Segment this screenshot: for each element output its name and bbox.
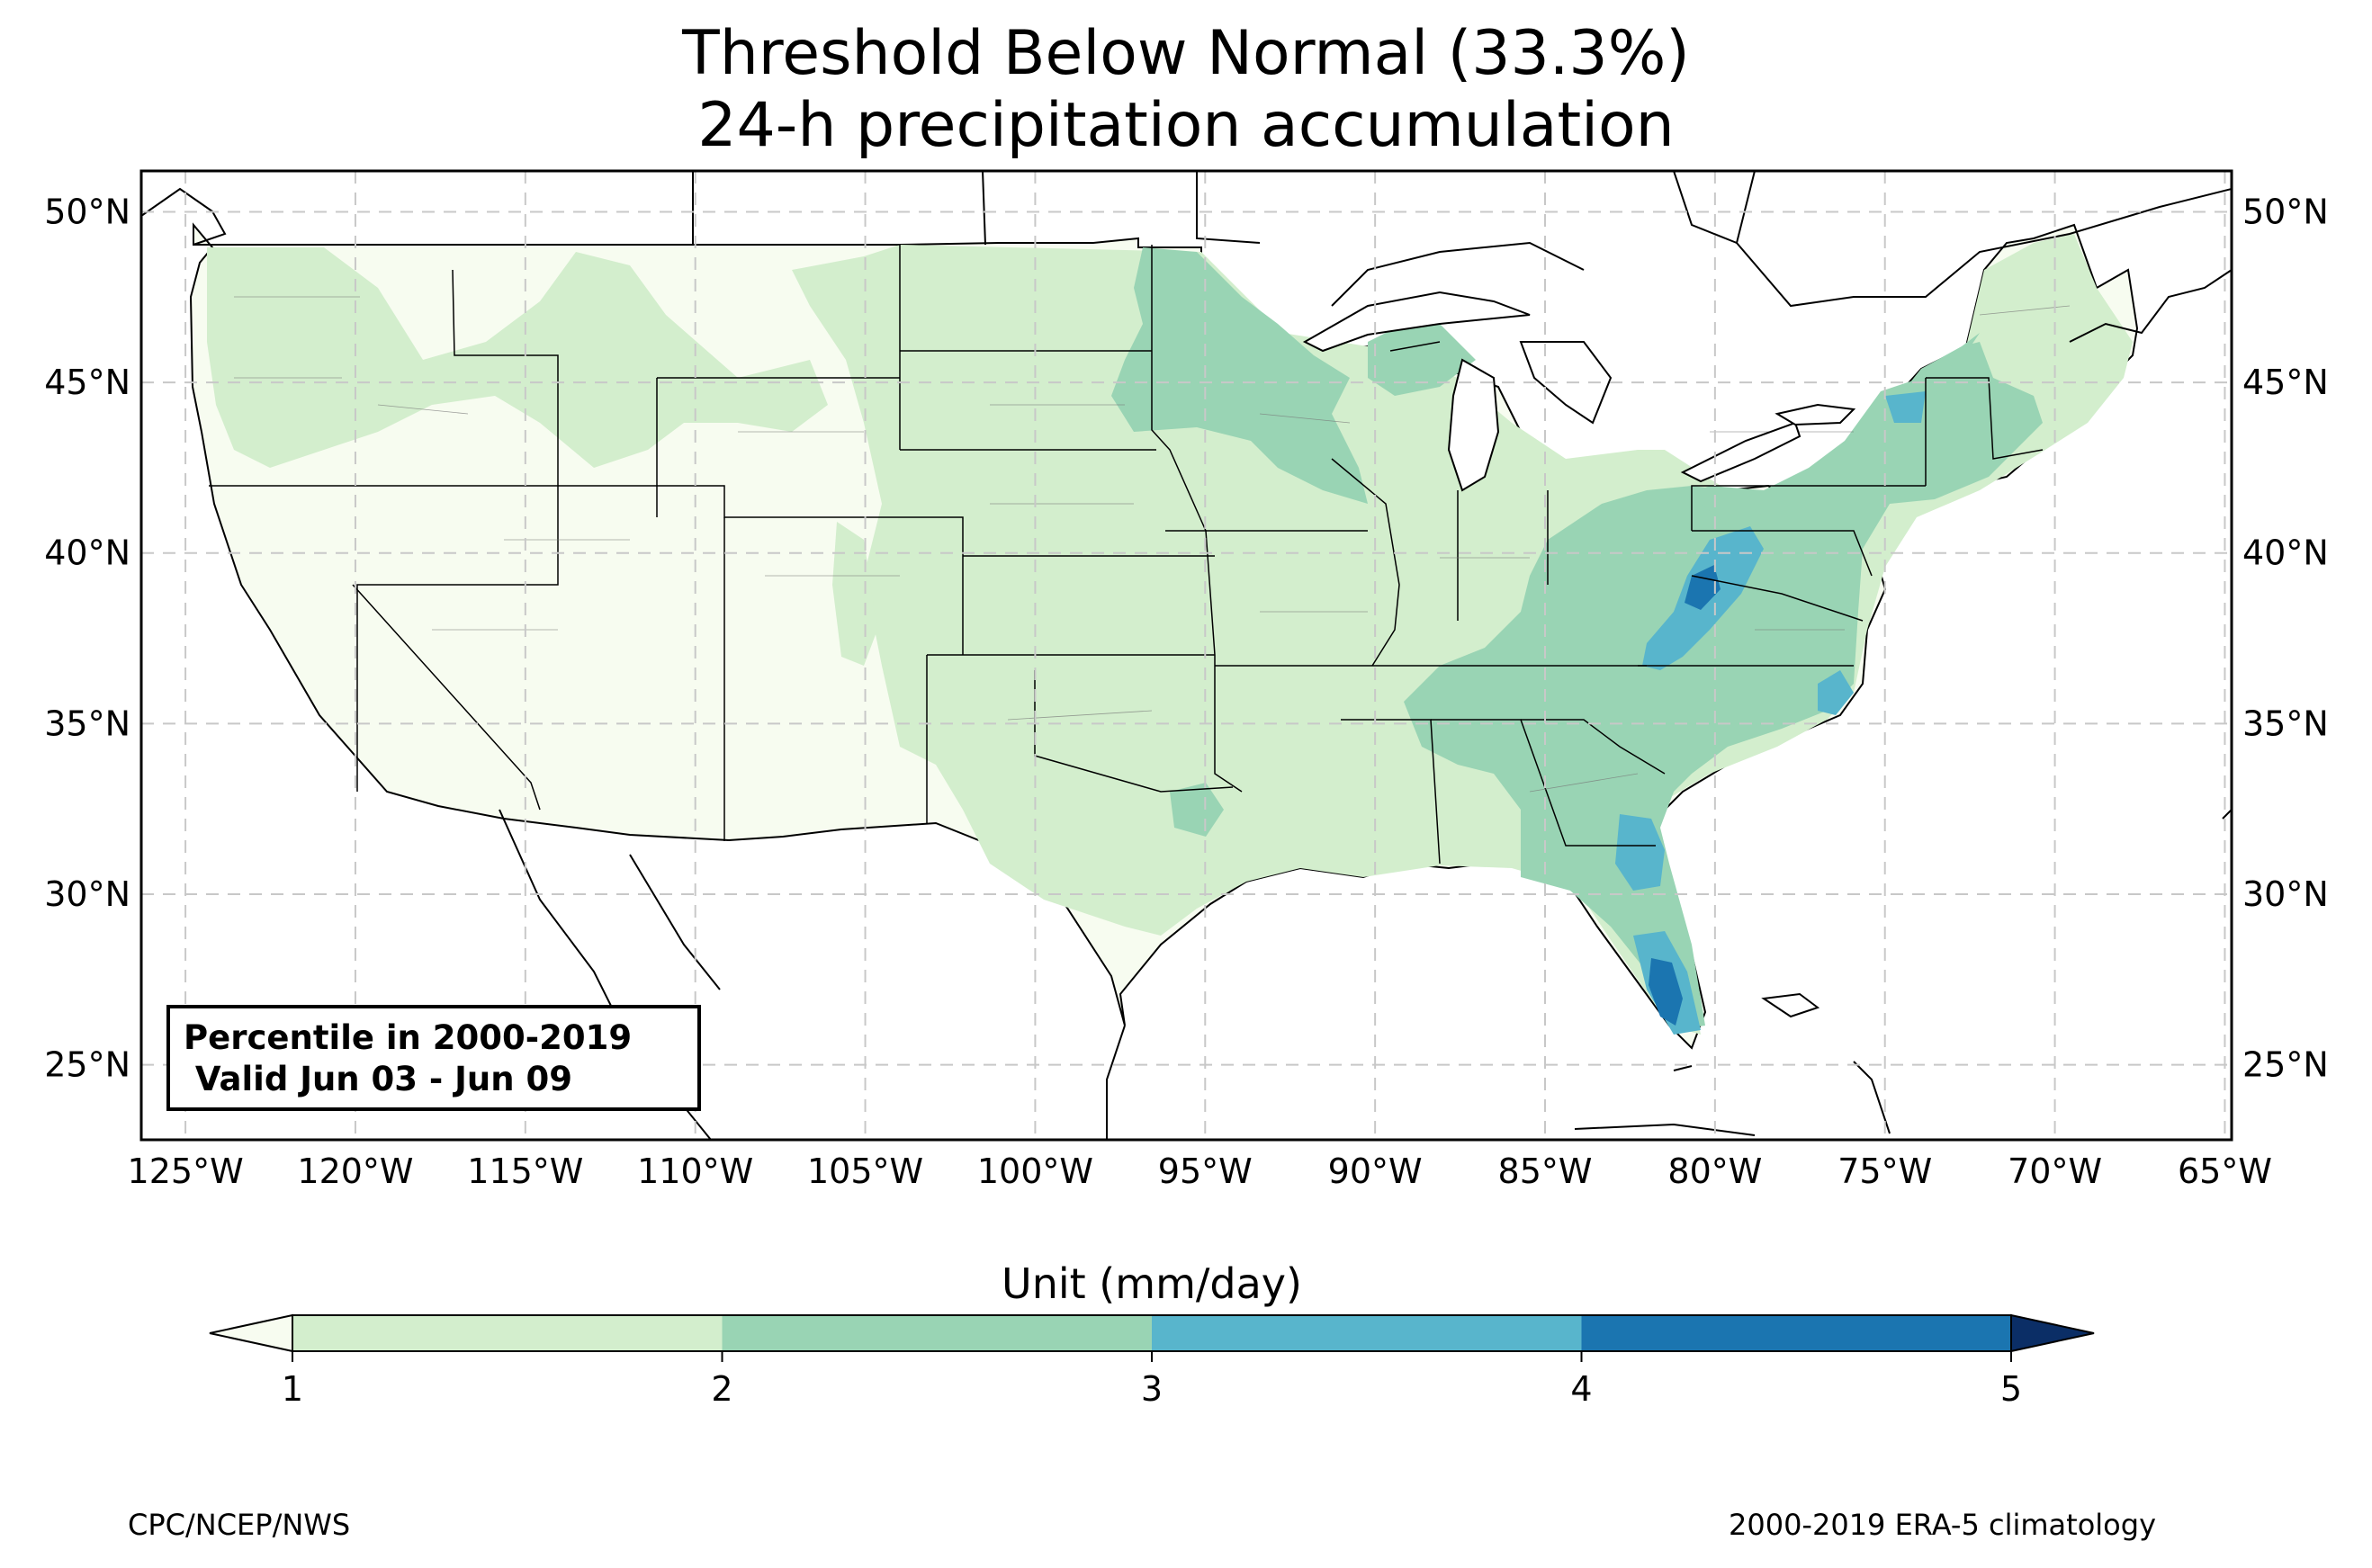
colorbar-segment xyxy=(1152,1315,1582,1351)
footer-climatology: 2000-2019 ERA-5 climatology xyxy=(1728,1508,2156,1542)
map-gridlines xyxy=(141,171,2232,1140)
colorbar-segment xyxy=(292,1315,723,1351)
lon-tick-label: 80°W xyxy=(1667,1151,1762,1191)
lat-tick-label: 40°N xyxy=(2242,533,2329,573)
lon-tick-label: 105°W xyxy=(807,1151,923,1191)
colorbar-tick-label: 1 xyxy=(282,1369,303,1409)
colorbar-tick-label: 4 xyxy=(1570,1369,1592,1409)
colorbar-tick-label: 2 xyxy=(711,1369,732,1409)
colorbar-tick-label: 3 xyxy=(1141,1369,1163,1409)
colorbar-title: Unit (mm/day) xyxy=(1002,1259,1302,1308)
footer-credit: CPC/NCEP/NWS xyxy=(128,1508,351,1542)
precip-band-2-3-texas xyxy=(1170,783,1224,837)
info-box-line-2: Valid Jun 03 - Jun 09 xyxy=(184,1060,572,1098)
lon-tick-label: 90°W xyxy=(1328,1151,1423,1191)
lon-tick-label: 95°W xyxy=(1158,1151,1253,1191)
map-title: Threshold Below Normal (33.3%) xyxy=(682,18,1690,89)
great-lakes xyxy=(1302,291,1856,492)
colorbar-segment xyxy=(722,1315,1152,1351)
lat-labels-right: 50°N 45°N 40°N 35°N 30°N 25°N xyxy=(2242,193,2329,1085)
lat-tick-label: 45°N xyxy=(2242,363,2329,402)
precip-band-2-3-upper-midwest xyxy=(1111,247,1368,504)
precip-band-3-4-new-england xyxy=(1885,391,1926,423)
colorbar: 1 2 3 4 5 xyxy=(209,1313,2095,1409)
lat-tick-label: 25°N xyxy=(2242,1045,2329,1085)
precip-band-3-4-north-carolina xyxy=(1818,670,1854,715)
precip-band-4-5-florida xyxy=(1649,958,1683,1026)
lon-tick-label: 65°W xyxy=(2178,1151,2272,1191)
info-box: Percentile in 2000-2019 Valid Jun 03 - J… xyxy=(166,1005,701,1111)
map-frame xyxy=(139,169,2233,1142)
precip-band-3-4-georgia-florida xyxy=(1615,814,1665,891)
lat-tick-label: 50°N xyxy=(2242,193,2329,232)
lat-tick-label: 45°N xyxy=(44,363,130,402)
lon-tick-label: 110°W xyxy=(637,1151,753,1191)
lat-tick-label: 30°N xyxy=(2242,874,2329,914)
colorbar-extend-under xyxy=(209,1313,293,1353)
lat-tick-label: 35°N xyxy=(44,703,130,743)
lon-tick-label: 70°W xyxy=(2008,1151,2102,1191)
lon-tick-label: 100°W xyxy=(977,1151,1093,1191)
lat-tick-label: 25°N xyxy=(44,1045,130,1085)
precip-band-1-2-northwest xyxy=(207,247,828,468)
precip-band-1-2-east xyxy=(792,234,2133,1035)
map-content xyxy=(141,171,2232,1140)
lon-tick-label: 115°W xyxy=(467,1151,583,1191)
lon-tick-label: 120°W xyxy=(297,1151,413,1191)
lat-tick-label: 50°N xyxy=(44,193,130,232)
info-box-line-1: Percentile in 2000-2019 xyxy=(184,1018,633,1057)
lon-tick-label: 125°W xyxy=(128,1151,244,1191)
precip-band-2-3-michigan xyxy=(1368,324,1476,396)
map-subtitle: 24-h precipitation accumulation xyxy=(697,90,1675,161)
lat-tick-label: 40°N xyxy=(44,533,130,573)
lon-tick-label: 75°W xyxy=(1837,1151,1932,1191)
state-borders xyxy=(193,244,2044,865)
lat-labels-left: 50°N 45°N 40°N 35°N 30°N 25°N xyxy=(44,193,130,1085)
lon-labels: 125°W 120°W 115°W 110°W 105°W 100°W 95°W 90°W 85… xyxy=(128,1151,2272,1191)
precip-band-2-3-northeast xyxy=(1665,342,2043,558)
colorbar-extend-over xyxy=(2010,1313,2095,1353)
lon-tick-label: 85°W xyxy=(1498,1151,1593,1191)
lat-tick-label: 30°N xyxy=(44,874,130,914)
colorbar-tick-label: 5 xyxy=(2000,1369,2022,1409)
colorbar-segment xyxy=(1581,1315,2011,1351)
lat-tick-label: 35°N xyxy=(2242,703,2329,743)
